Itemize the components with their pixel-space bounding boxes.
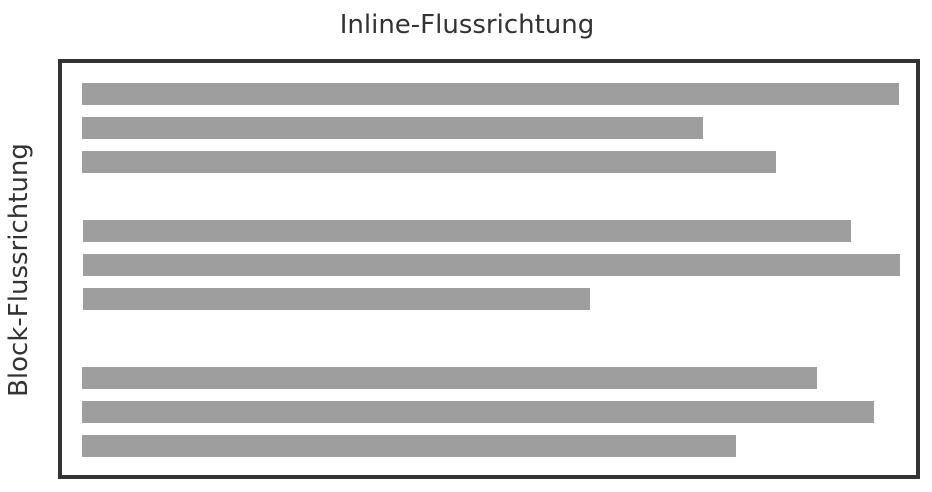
text-line [83, 254, 900, 276]
text-line [82, 83, 899, 105]
block-direction-label: Block-Flussrichtung [4, 143, 34, 397]
text-line [82, 151, 776, 173]
text-line [82, 117, 703, 139]
text-line [82, 367, 817, 389]
text-line [82, 401, 874, 423]
text-line [83, 220, 851, 242]
writing-mode-frame [58, 59, 920, 479]
text-line [83, 288, 590, 310]
text-line [82, 435, 736, 457]
inline-direction-label: Inline-Flussrichtung [339, 10, 595, 40]
